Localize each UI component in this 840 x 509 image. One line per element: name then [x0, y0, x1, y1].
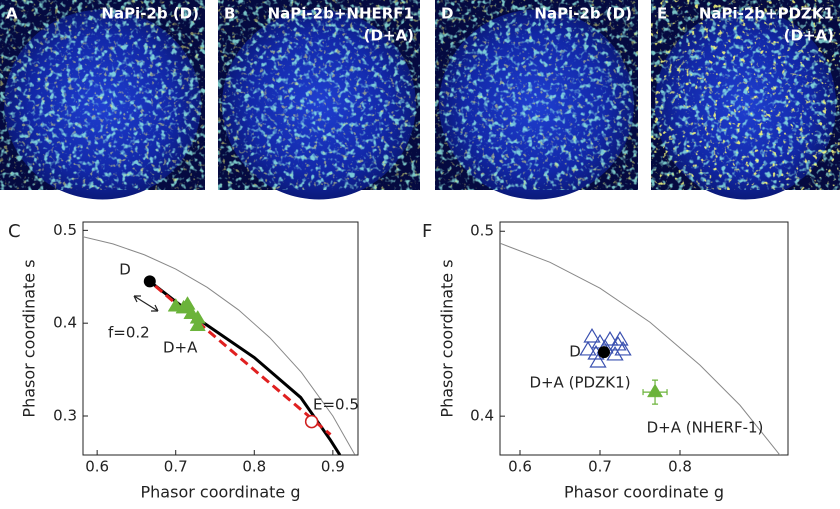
annotation: D+A	[163, 339, 198, 357]
speckle-bright	[0, 0, 205, 190]
y-tick-label: 0.4	[53, 314, 77, 332]
plot-frame	[499, 221, 789, 456]
point	[614, 340, 632, 356]
speckle-bright	[218, 0, 420, 190]
image-label: NaPi-2b (D)	[101, 5, 199, 23]
image-letter: E	[657, 5, 667, 23]
annotation: D	[569, 343, 581, 361]
x-tick-label: 0.6	[508, 458, 532, 476]
y-axis-label: Phasor coordinate s	[438, 259, 457, 417]
point	[579, 340, 597, 356]
curve	[500, 242, 781, 455]
y-tick-label: 0.4	[470, 407, 494, 425]
speckle-bright	[651, 0, 840, 190]
annotation: E=0.5	[313, 396, 359, 414]
annotation: D+A (NHERF-1)	[647, 419, 764, 437]
image-panel: D NaPi-2b (D)	[435, 0, 638, 200]
speckle-bright	[435, 0, 638, 190]
point	[304, 414, 319, 429]
point	[601, 330, 619, 346]
point	[598, 346, 610, 359]
y-tick-label: 0.5	[53, 221, 77, 239]
image-panel: B NaPi-2b+NHERF1 (D+A)	[218, 0, 420, 200]
image-label: NaPi-2b (D)	[534, 5, 632, 23]
y-tick-label: 0.3	[53, 407, 77, 425]
annotation: f=0.2	[108, 324, 150, 342]
plot-frame	[82, 221, 359, 456]
annotation: D+A (PDZK1)	[529, 374, 630, 392]
double-arrow	[133, 295, 159, 312]
x-tick-label: 0.7	[588, 458, 612, 476]
x-tick-label: 0.8	[668, 458, 692, 476]
annotation: D	[119, 261, 131, 279]
x-axis-label: Phasor coordinate g	[564, 483, 724, 502]
image-letter: D	[441, 5, 453, 23]
image-label: NaPi-2b+PDZK1	[699, 5, 834, 23]
point	[143, 275, 156, 288]
point	[647, 383, 664, 398]
image-letter: A	[6, 5, 18, 23]
x-tick-label: 0.9	[321, 458, 345, 476]
point	[589, 352, 607, 368]
curve	[154, 284, 332, 436]
point	[189, 317, 206, 332]
image-label: NaPi-2b+NHERF1	[268, 5, 414, 23]
plot-area	[83, 236, 356, 455]
y-axis-label: Phasor coordinate s	[20, 259, 39, 417]
y-tick-label: 0.5	[470, 222, 494, 240]
panel-letter: C	[8, 221, 21, 242]
x-tick-label: 0.8	[242, 458, 266, 476]
point	[606, 345, 624, 361]
curve	[83, 236, 356, 455]
image-letter: B	[224, 5, 235, 23]
point	[611, 330, 629, 346]
x-tick-label: 0.6	[85, 458, 109, 476]
image-panel: A NaPi-2b (D)	[0, 0, 205, 200]
plot-area	[500, 242, 781, 455]
x-axis-label: Phasor coordinate g	[141, 483, 301, 502]
image-label: (D+A)	[364, 27, 414, 45]
x-tick-label: 0.7	[164, 458, 188, 476]
point	[583, 328, 601, 343]
panel-letter: F	[422, 221, 432, 242]
image-label: (D+A)	[784, 27, 834, 45]
image-panel: E NaPi-2b+PDZK1 (D+A)	[651, 0, 840, 200]
